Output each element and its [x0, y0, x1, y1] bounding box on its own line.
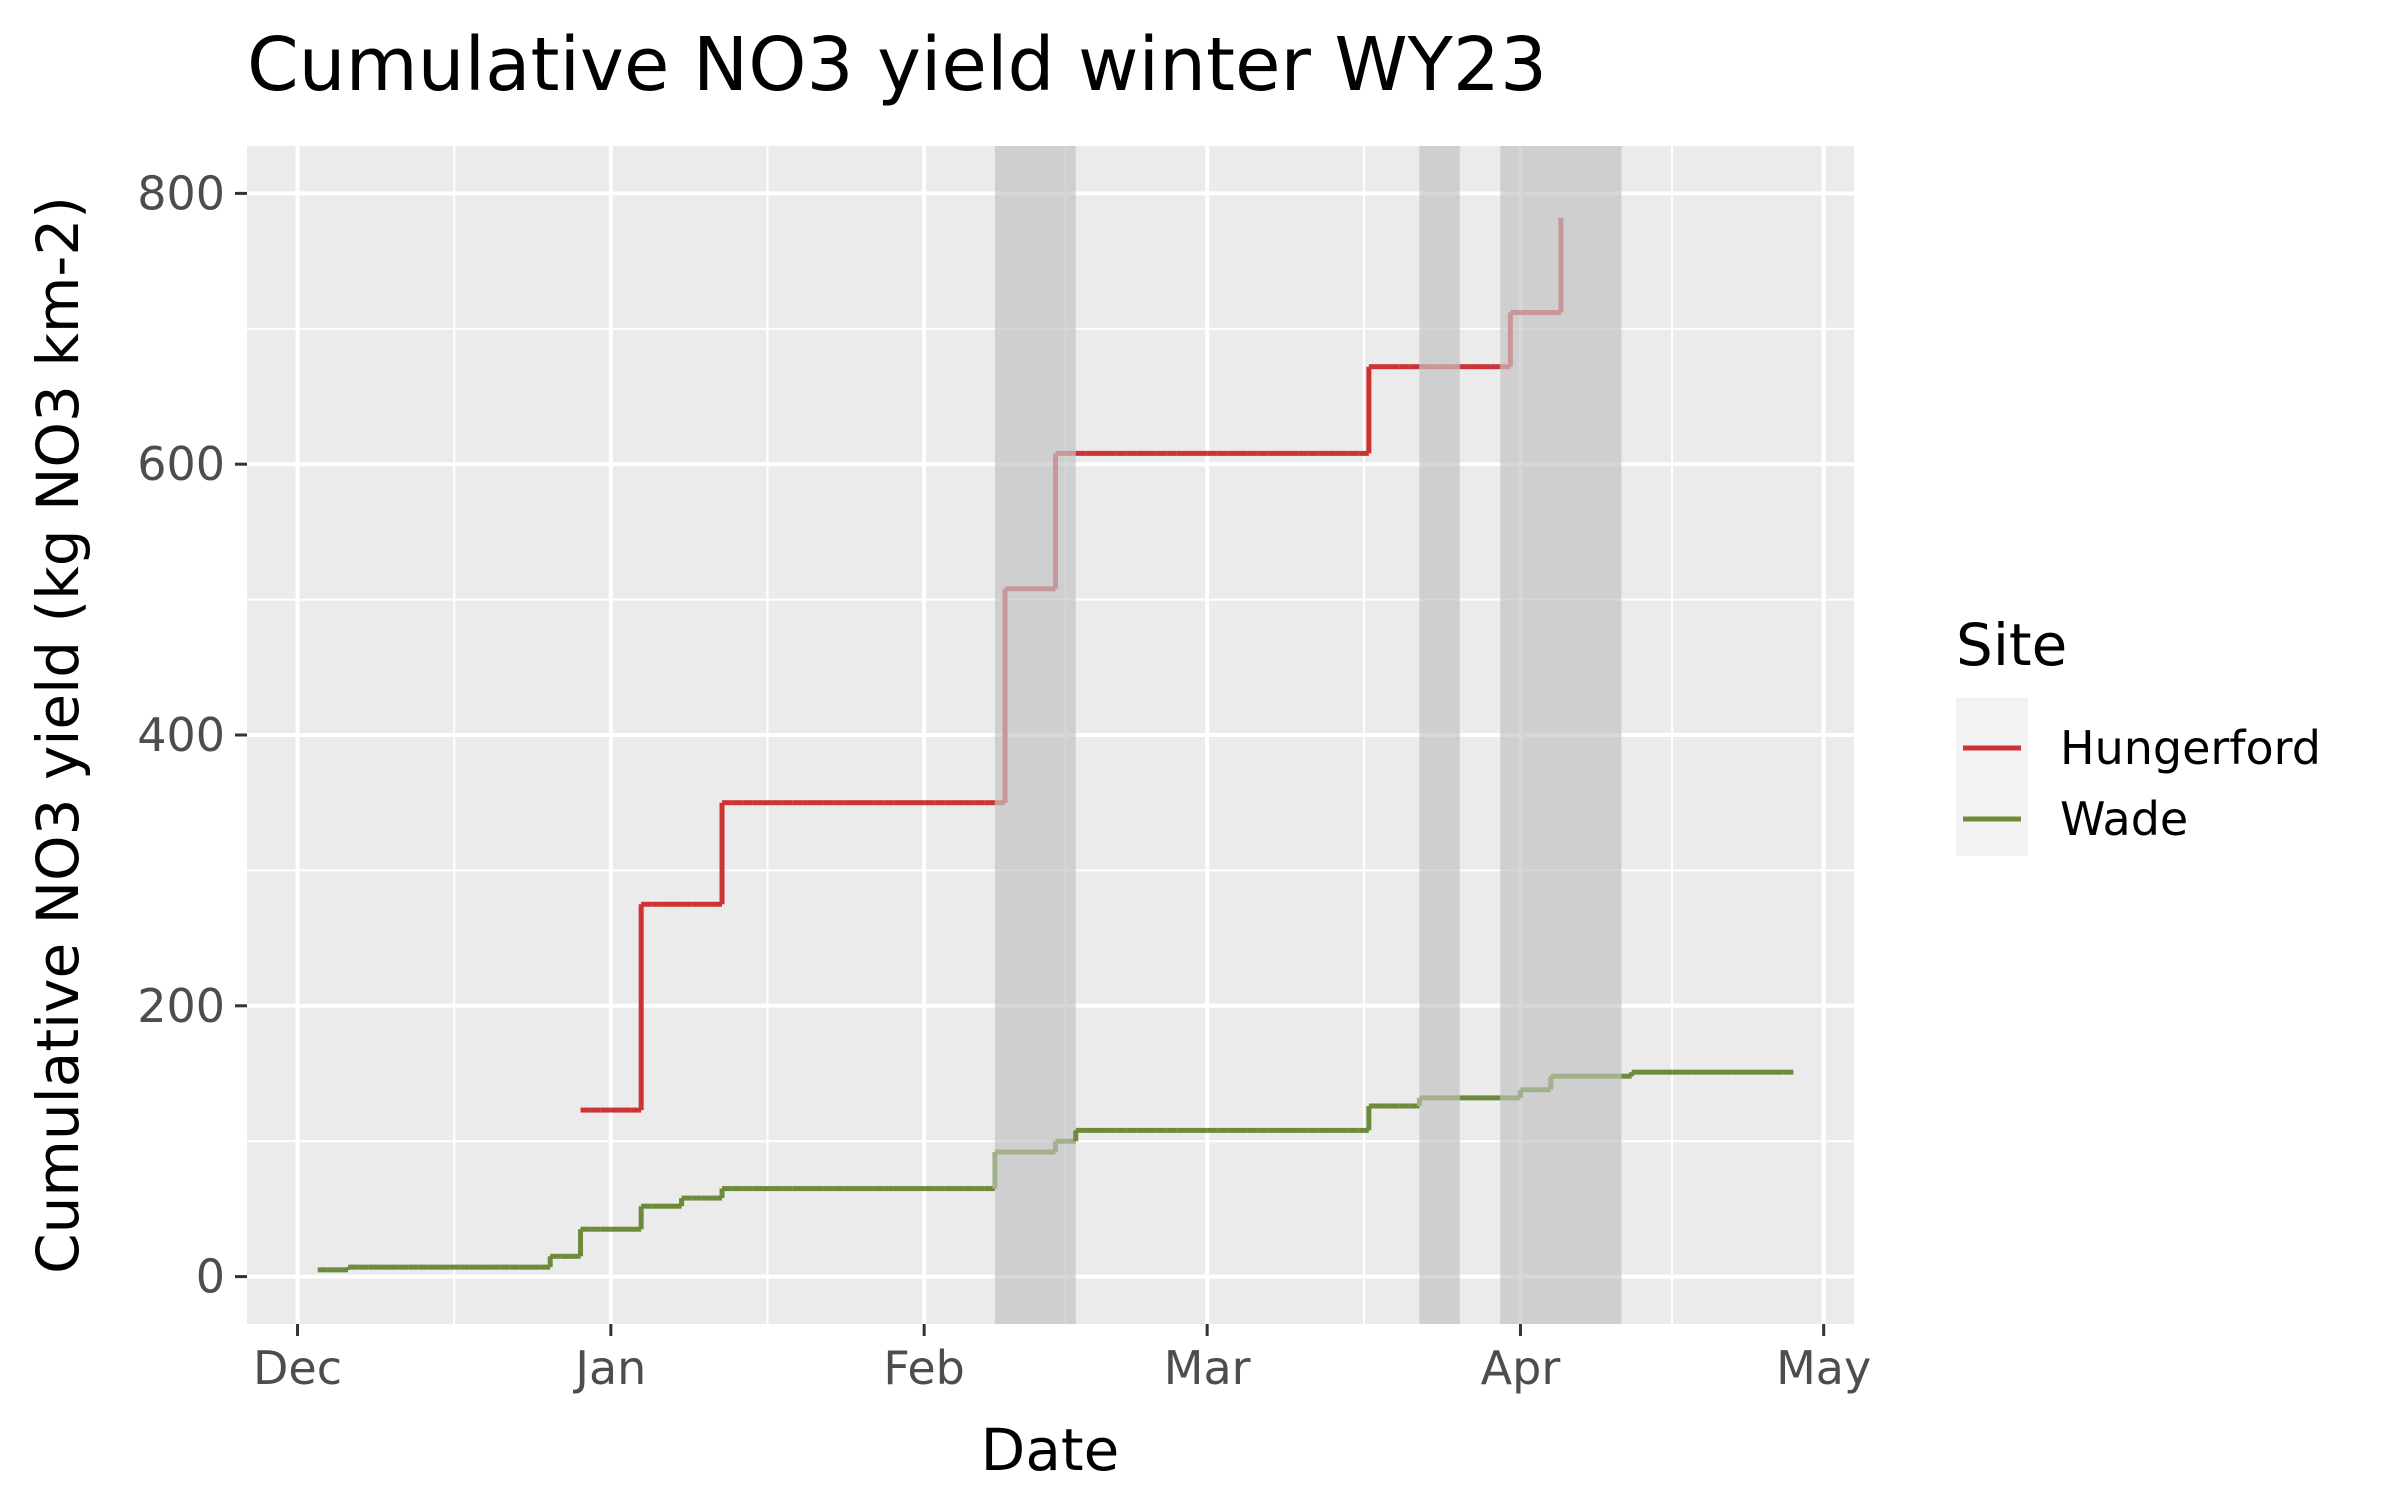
legend-key-background [1956, 698, 2028, 856]
x-tick-label: Mar [1164, 1341, 1251, 1395]
x-tick-label: Jan [572, 1341, 646, 1395]
legend-label: Wade [2060, 792, 2188, 846]
shaded-period [1419, 146, 1460, 1324]
y-axis-title: Cumulative NO3 yield (kg NO3 km-2) [24, 196, 92, 1274]
y-tick-label: 800 [137, 166, 225, 220]
x-axis-title: Date [981, 1416, 1120, 1484]
y-tick-label: 200 [137, 979, 225, 1033]
x-tick-label: Apr [1481, 1341, 1561, 1395]
y-tick-label: 600 [137, 437, 225, 491]
legend-title: Site [1956, 611, 2067, 679]
x-tick-label: Feb [883, 1341, 964, 1395]
series-lines [317, 217, 1794, 1273]
shaded-period [1500, 146, 1622, 1324]
legend: Site Hungerford Wade [1956, 611, 2321, 856]
y-axis: 0 200 400 600 800 [137, 166, 247, 1304]
x-tick-label: May [1776, 1341, 1871, 1395]
x-tick-label: Dec [253, 1341, 342, 1395]
y-tick-label: 0 [196, 1250, 225, 1304]
x-axis: Dec Jan Feb Mar Apr May [253, 1324, 1871, 1395]
shaded-period [994, 146, 1076, 1324]
shaded-periods [994, 146, 1622, 1324]
chart-title: Cumulative NO3 yield winter WY23 [247, 22, 1547, 108]
y-tick-label: 400 [137, 708, 225, 762]
legend-label: Hungerford [2060, 721, 2321, 775]
